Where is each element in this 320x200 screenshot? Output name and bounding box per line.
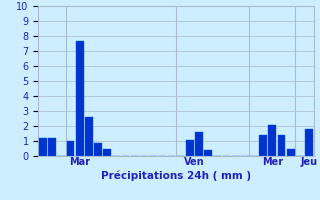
Bar	[195, 132, 203, 156]
Bar	[277, 135, 285, 156]
Bar	[39, 138, 47, 156]
Bar	[85, 117, 93, 156]
Bar	[186, 140, 194, 156]
Bar	[94, 142, 102, 156]
Bar	[48, 138, 56, 156]
Bar	[287, 148, 295, 156]
Bar	[259, 135, 267, 156]
Bar	[305, 129, 313, 156]
Bar	[204, 150, 212, 156]
Bar	[268, 124, 276, 156]
X-axis label: Précipitations 24h ( mm ): Précipitations 24h ( mm )	[101, 170, 251, 181]
Bar	[103, 148, 111, 156]
Bar	[67, 141, 75, 156]
Bar	[76, 40, 84, 156]
